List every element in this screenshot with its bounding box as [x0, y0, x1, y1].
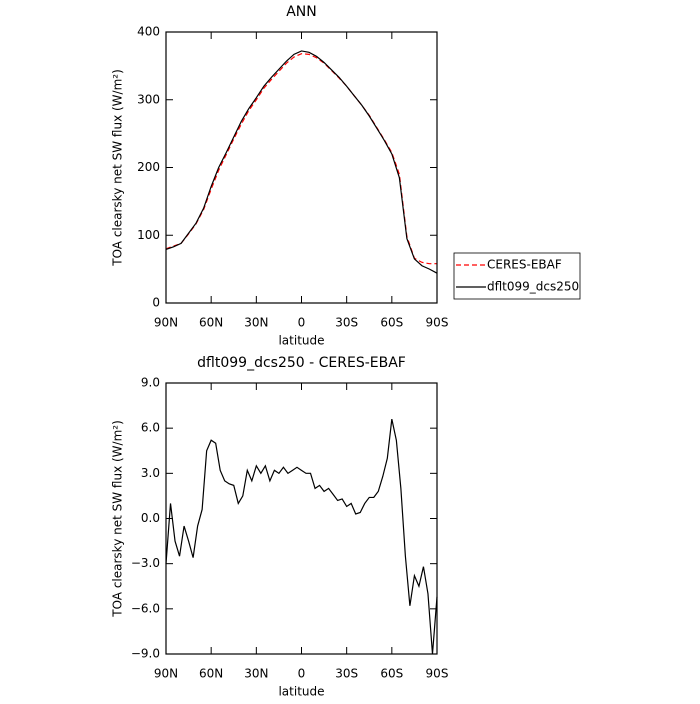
y-axis-label: TOA clearsky net SW flux (W/m²) [111, 69, 125, 267]
y-tick-label: 300 [137, 92, 160, 106]
x-tick-label: 0 [298, 316, 306, 330]
x-tick-label: 30N [244, 667, 268, 681]
data-line [165, 53, 437, 265]
y-axis-label: TOA clearsky net SW flux (W/m²) [111, 420, 125, 618]
y-tick-label: 200 [137, 160, 160, 174]
plot-frame [165, 382, 438, 655]
y-tick-label: 0 [152, 296, 160, 310]
x-tick-label: 90N [154, 667, 178, 681]
chart-title: dflt099_dcs250 - CERES-EBAF [197, 355, 406, 371]
x-tick-label: 30S [335, 316, 358, 330]
x-tick-label: 60S [380, 667, 403, 681]
x-tick-label: 0 [298, 667, 306, 681]
x-tick-label: 90N [154, 316, 178, 330]
data-line [165, 419, 438, 655]
x-tick-label: 30N [244, 316, 268, 330]
x-tick-label: 60N [199, 667, 223, 681]
y-tick-label: 400 [137, 25, 160, 39]
y-tick-label: −6.0 [131, 601, 160, 615]
y-tick-label: 9.0 [141, 376, 160, 390]
x-axis-label: latitude [278, 685, 324, 699]
y-tick-label: 3.0 [141, 466, 160, 480]
chart-title: ANN [286, 4, 317, 20]
x-tick-label: 60S [380, 316, 403, 330]
y-tick-label: 100 [137, 228, 160, 242]
y-tick-label: 6.0 [141, 421, 160, 435]
plot-frame [165, 31, 438, 304]
legend-box [453, 252, 581, 300]
x-tick-label: 60N [199, 316, 223, 330]
data-line [165, 50, 438, 274]
legend-label: CERES-EBAF [487, 258, 562, 272]
x-tick-label: 90S [426, 316, 449, 330]
y-tick-label: −3.0 [131, 556, 160, 570]
y-tick-label: −9.0 [131, 647, 160, 661]
x-axis-label: latitude [278, 334, 324, 348]
x-tick-label: 90S [426, 667, 449, 681]
legend-label: dflt099_dcs250 [487, 280, 579, 294]
x-tick-label: 30S [335, 667, 358, 681]
y-tick-label: 0.0 [141, 511, 160, 525]
